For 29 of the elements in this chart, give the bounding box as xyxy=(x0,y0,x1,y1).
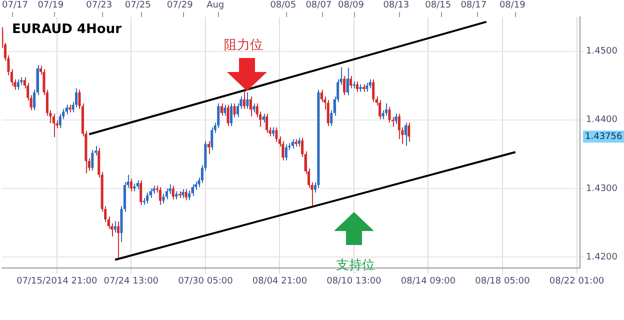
text: 08/19 xyxy=(499,0,526,10)
text: Aug xyxy=(206,0,224,10)
x-tick-label: 08/14 09:00 xyxy=(400,276,456,287)
x-tick-label: 08/18 05:00 xyxy=(475,276,530,287)
text: 07/29 xyxy=(166,0,194,10)
x-tick-label: 08/22 01:00 xyxy=(549,276,604,287)
x-tick-label: 07/15/2014 21:00 xyxy=(16,276,98,287)
text: 07/19 xyxy=(38,0,64,10)
y-tick-label: 1.4400 xyxy=(586,115,618,126)
text: 07/17 xyxy=(2,0,28,10)
x-tick-label: 07/24 13:00 xyxy=(104,276,159,287)
text: 08/09 xyxy=(338,0,364,10)
x-tick-label: 08/04 21:00 xyxy=(252,276,308,287)
chart-title: EURAUD 4Hour xyxy=(12,22,122,37)
text: 1.43756 xyxy=(585,132,622,142)
annotation: 阻力位 xyxy=(224,37,263,54)
text: 08/05 xyxy=(270,0,296,10)
text: 07/23 xyxy=(86,0,112,10)
text: 08/07 xyxy=(306,0,332,10)
annotation: 支持位 xyxy=(336,257,375,274)
text: 08/15 xyxy=(425,0,452,10)
y-tick-label: 1.4200 xyxy=(586,252,618,262)
x-tick-label: 07/30 05:00 xyxy=(178,276,234,287)
y-tick-label: 1.4500 xyxy=(586,46,618,57)
text: 07/25 xyxy=(124,0,151,10)
x-tick-label: 08/10 13:00 xyxy=(326,276,382,287)
text: 08/13 xyxy=(383,0,410,10)
y-tick-label: 1.4300 xyxy=(586,184,618,194)
text: 08/17 xyxy=(460,0,487,10)
